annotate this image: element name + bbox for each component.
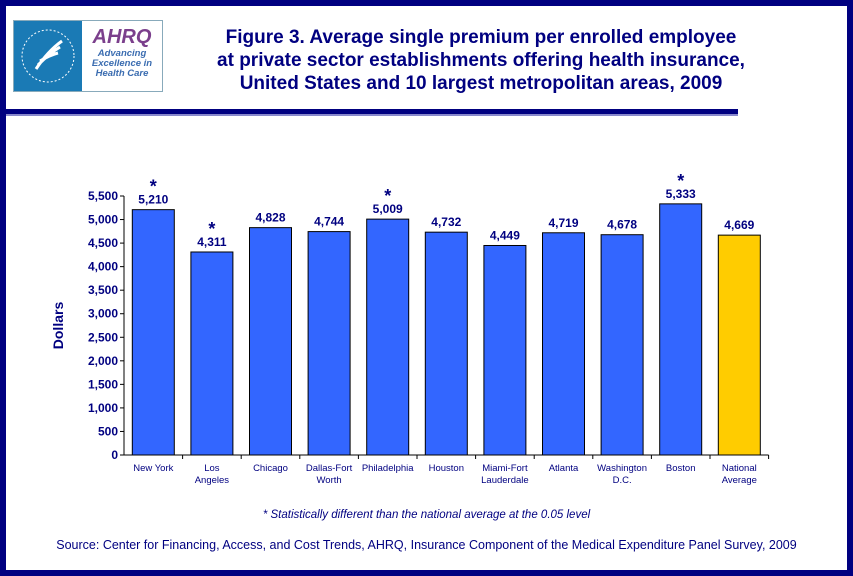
y-tick-label: 1,500 [88,377,118,391]
data-label: 4,311 [197,235,227,249]
bar [307,231,351,456]
x-tick-label: Washington [597,463,647,474]
bar [542,232,585,456]
significance-asterisk: * [208,219,215,239]
title-divider [6,109,738,114]
y-tick-label: 0 [111,448,118,462]
bar [366,218,410,456]
title-line: Figure 3. Average single premium per enr… [225,27,737,48]
x-tick-label: Atlanta [549,463,579,474]
significance-asterisk: * [150,177,157,197]
significance-asterisk: * [677,171,684,191]
x-tick-label: Lauderdale [481,475,529,486]
y-tick-label: 1,000 [88,401,118,415]
ahrq-wordmark: AHRQ [92,26,152,48]
bar [424,231,468,456]
y-tick-label: 5,000 [88,213,118,227]
data-label: 4,678 [607,218,637,232]
bar [249,227,292,456]
data-label: 5,333 [666,187,696,201]
data-label: 4,719 [548,216,578,230]
bar [190,251,234,456]
ahrq-logo: AHRQ Advancing Excellence in Health Care [13,20,163,92]
bar [717,234,761,456]
x-tick-label: Average [722,475,757,486]
x-tick-label: Boston [666,463,696,474]
bar [131,209,175,456]
x-tick-label: Dallas-Fort [306,463,353,474]
x-tick-label: National [722,463,757,474]
y-tick-label: 4,500 [88,236,118,250]
x-tick-label: Worth [317,475,342,486]
data-label: 4,669 [724,218,754,232]
title-line: United States and 10 largest metropolita… [239,73,723,94]
data-label: 4,732 [431,215,461,229]
title-divider-shadow [6,114,738,116]
data-label: 4,744 [314,215,344,229]
data-label: 4,449 [490,228,520,242]
footnote: * Statistically different than the natio… [262,509,591,521]
data-label: 4,828 [255,211,285,225]
bar-chart: 0 500 1,000 1,500 2,000 2,500 3,000 3,500 4,000 4… [50,171,770,486]
y-tick-label: 3,000 [88,307,118,321]
significance-asterisk: * [384,186,391,206]
x-tick-label: Philadelphia [362,463,414,474]
data-label: 5,009 [373,202,403,216]
bar [483,244,527,456]
bar [659,203,703,456]
y-axis-label: Dollars [50,302,66,350]
y-tick-label: 4,000 [88,260,118,274]
x-tick-label: New York [133,463,173,474]
bar [600,234,644,456]
x-tick-label: Chicago [253,463,288,474]
x-tick-label: D.C. [613,475,632,486]
x-tick-label: Los [204,463,220,474]
x-tick-label: Houston [429,463,464,474]
title-line: at private sector establishments offerin… [217,50,745,71]
x-tick-label: Angeles [195,475,230,486]
x-tick-label: Miami-Fort [482,463,528,474]
source-note: Source: Center for Financing, Access, an… [56,538,797,552]
data-label: 5,210 [138,193,168,207]
y-tick-label: 5,500 [88,189,118,203]
chart-title: Figure 3. Average single premium per enr… [171,26,791,95]
y-tick-label: 2,000 [88,354,118,368]
y-tick-label: 2,500 [88,330,118,344]
y-tick-label: 500 [98,424,118,438]
y-tick-label: 3,500 [88,283,118,297]
ahrq-tagline: Advancing Excellence in Health Care [91,48,153,79]
hhs-seal-icon [14,21,82,91]
